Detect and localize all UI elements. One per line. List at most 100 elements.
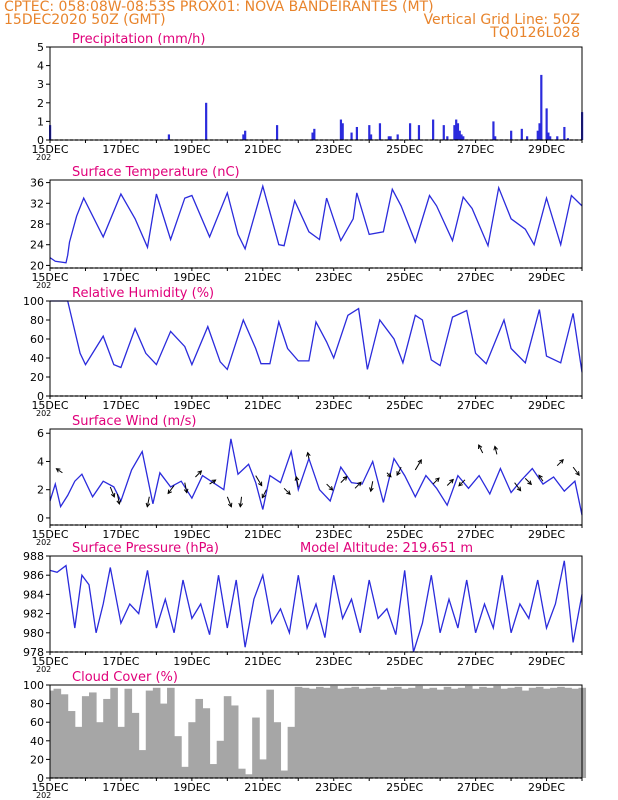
precip-bar bbox=[566, 138, 570, 140]
cloud-bar bbox=[53, 688, 62, 778]
cloud-bar bbox=[507, 687, 516, 778]
cloud-bar bbox=[330, 685, 338, 778]
precip-bar bbox=[313, 128, 316, 140]
cloud-bar bbox=[174, 736, 182, 778]
wind-arrow bbox=[524, 478, 532, 485]
precip-bar bbox=[526, 136, 529, 140]
rh-x-tick-label: 19DEC bbox=[173, 399, 210, 412]
wind-x-tick-label: 27DEC bbox=[457, 528, 494, 541]
precip-bar bbox=[432, 119, 435, 140]
precip-bar bbox=[369, 134, 373, 140]
temp-x-tick-label: 15DEC bbox=[31, 271, 68, 284]
wind-arrow bbox=[109, 486, 115, 498]
wind-arrow bbox=[226, 496, 232, 507]
wind-arrow bbox=[184, 482, 188, 493]
precip-bar bbox=[536, 130, 539, 140]
precip-x-tick-label: 17DEC bbox=[102, 143, 139, 156]
wind-arrow bbox=[167, 485, 175, 494]
pres-y-tick-label: 978 bbox=[23, 646, 44, 659]
precip-bar bbox=[540, 74, 543, 140]
cloud-bar bbox=[152, 687, 161, 778]
cloud-bar bbox=[379, 689, 388, 778]
wind-arrow-head bbox=[449, 478, 454, 484]
temp-x-tick-label: 29DEC bbox=[528, 271, 565, 284]
temp-x-tick-label: 27DEC bbox=[457, 271, 494, 284]
rh-y-tick-label: 0 bbox=[37, 390, 44, 403]
wind-arrow-head bbox=[55, 468, 61, 473]
cloud-x-tick-label: 19DEC bbox=[173, 781, 210, 794]
cloud-bar bbox=[415, 685, 423, 778]
wind-y-tick-label: 6 bbox=[37, 427, 44, 440]
pres-title: Surface Pressure (hPa) bbox=[72, 541, 219, 556]
cloud-bar bbox=[337, 688, 345, 778]
wind-arrow bbox=[432, 477, 440, 485]
temp-y-tick-label: 36 bbox=[30, 177, 44, 190]
cloud-bar bbox=[521, 690, 530, 778]
cloud-bar bbox=[464, 685, 473, 778]
wind-y-tick-label: 4 bbox=[37, 455, 44, 468]
precip-bar bbox=[167, 134, 171, 140]
cloud-bar bbox=[443, 686, 452, 778]
wind-arrow-head bbox=[396, 471, 401, 477]
precip-bar bbox=[368, 125, 371, 140]
cloud-x-tick-label: 29DEC bbox=[528, 781, 565, 794]
cloud-bar bbox=[514, 686, 523, 778]
pres-x-tick-label: 21DEC bbox=[244, 655, 281, 668]
precip-bar bbox=[389, 136, 392, 140]
chart-header: CPTEC: 058:08W-08:53S PROX01: NOVA BANDE… bbox=[0, 0, 618, 40]
precip-y-tick-label: 1 bbox=[37, 115, 44, 128]
precip-bar bbox=[442, 125, 445, 140]
wind-arrow bbox=[261, 489, 267, 498]
cloud-bar bbox=[188, 722, 196, 778]
cloud-bar bbox=[436, 689, 445, 778]
cloud-bar bbox=[230, 705, 239, 778]
station-info: CPTEC: 058:08W-08:53S PROX01: NOVA BANDE… bbox=[4, 0, 434, 15]
wind-title: Surface Wind (m/s) bbox=[72, 414, 196, 429]
rh-y-tick-label: 60 bbox=[30, 333, 44, 346]
temp-y-tick-label: 20 bbox=[30, 259, 44, 272]
wind-x-year-label: 202 bbox=[36, 538, 51, 547]
precip-bar bbox=[456, 123, 460, 140]
precip-bar bbox=[355, 126, 358, 140]
wind-arrow-head bbox=[357, 481, 362, 487]
temp-y-tick-label: 32 bbox=[30, 197, 44, 210]
rh-x-tick-label: 17DEC bbox=[102, 399, 139, 412]
rh-line bbox=[50, 300, 583, 373]
pres-y-tick-label: 986 bbox=[23, 569, 44, 582]
cloud-bar bbox=[557, 686, 565, 778]
cloud-bar bbox=[67, 711, 76, 778]
precip-bar bbox=[244, 130, 247, 140]
rh-frame bbox=[49, 300, 583, 397]
wind-x-tick-label: 21DEC bbox=[244, 528, 281, 541]
wind-panel: 0 2 4 6 15DEC 17DEC 19DEC 21DEC 23DEC 25DEC 27DEC 2… bbox=[31, 414, 583, 547]
cloud-x-tick-label: 15DEC bbox=[31, 781, 68, 794]
rh-x-tick-label: 21DEC bbox=[244, 399, 281, 412]
precip-x-tick-label: 27DEC bbox=[457, 143, 494, 156]
wind-x-tick-label: 19DEC bbox=[173, 528, 210, 541]
cloud-bar bbox=[528, 687, 537, 778]
cloud-bar bbox=[266, 689, 274, 778]
wind-arrow-head bbox=[435, 477, 440, 483]
cloud-bar bbox=[351, 686, 360, 778]
precip-x-tick-label: 19DEC bbox=[173, 143, 210, 156]
rh-x-tick-label: 25DEC bbox=[386, 399, 423, 412]
temp-title: Surface Temperature (nC) bbox=[72, 165, 240, 180]
precip-bar bbox=[408, 123, 412, 140]
precip-bar bbox=[538, 123, 541, 140]
wind-arrow-head bbox=[167, 489, 172, 495]
pres-x-tick-label: 25DEC bbox=[386, 655, 423, 668]
cloud-bar bbox=[237, 768, 246, 778]
pres-y-tick-label: 984 bbox=[23, 588, 44, 601]
pres-x-tick-label: 15DEC bbox=[31, 655, 68, 668]
precip-bar bbox=[462, 136, 465, 140]
pres-x-tick-label: 29DEC bbox=[528, 655, 565, 668]
wind-arrow bbox=[239, 496, 243, 507]
cloud-panel: 0 20 40 60 80 100 15DEC 17DEC 19DEC 21DEC 23DEC 25D… bbox=[23, 670, 587, 800]
cloud-bar bbox=[316, 686, 324, 778]
precip-bar bbox=[453, 125, 456, 140]
pres-extra-label: Model Altitude: 219.651 m bbox=[300, 541, 473, 556]
precip-y-tick-label: 5 bbox=[37, 41, 44, 54]
precip-bar bbox=[311, 132, 314, 140]
wind-arrow-head bbox=[493, 445, 498, 451]
precip-bar bbox=[510, 130, 513, 140]
